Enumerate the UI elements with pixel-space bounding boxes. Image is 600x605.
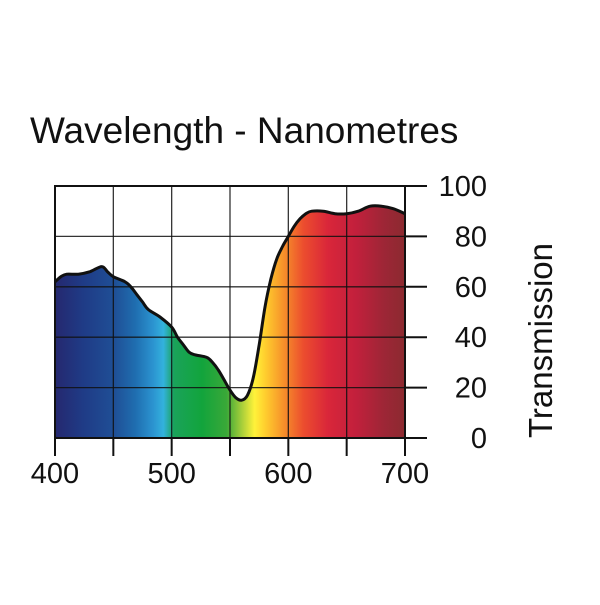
y-tick-label: 0 [471,423,487,455]
x-tick-label: 600 [264,458,312,490]
y-axis: 0 20 40 60 80 100 [405,171,487,455]
y-axis-label: Transmission [522,243,559,438]
x-tick-label: 700 [381,458,429,490]
y-tick-label: 60 [455,272,487,304]
y-tick-label: 40 [455,322,487,354]
x-tick-label: 500 [147,458,195,490]
transmission-curve [53,204,406,402]
x-tick-label: 400 [31,458,79,490]
transmission-area [55,205,405,438]
y-tick-label: 20 [455,373,487,405]
x-axis: 400 500 600 700 [31,438,429,490]
y-tick-label: 100 [439,171,487,203]
chart-title: Wavelength - Nanometres [30,110,458,151]
grid-lines [55,186,405,438]
y-tick-label: 80 [455,221,487,253]
